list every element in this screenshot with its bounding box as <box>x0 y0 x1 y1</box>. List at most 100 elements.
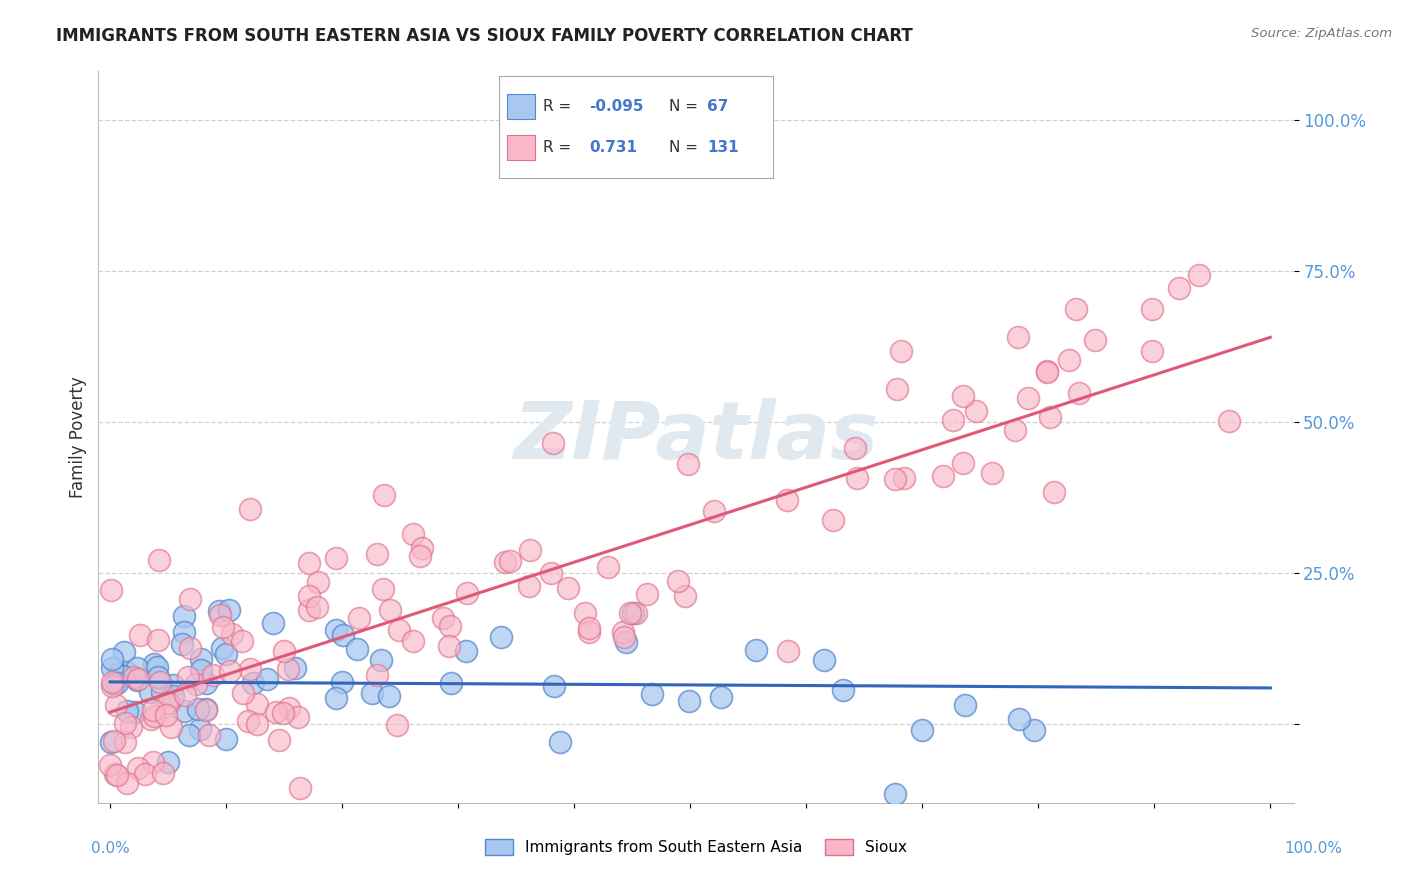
Point <box>98 757 121 772</box>
Point <box>246 716 269 731</box>
Point <box>813 653 835 667</box>
Point <box>1004 423 1026 437</box>
Point <box>134 767 156 781</box>
Point <box>540 566 562 580</box>
Point <box>745 642 768 657</box>
Point <box>150 684 173 698</box>
Point <box>1140 344 1163 359</box>
Point <box>890 343 912 358</box>
Point <box>884 787 907 801</box>
Point <box>208 607 231 622</box>
Point <box>886 382 908 396</box>
Point <box>1168 281 1191 295</box>
Point <box>194 676 217 690</box>
Point <box>100 651 122 665</box>
Point <box>129 628 152 642</box>
Point <box>179 640 201 655</box>
Text: 0.731: 0.731 <box>589 140 637 154</box>
Point <box>162 689 184 703</box>
Point <box>1140 301 1163 316</box>
Point <box>114 735 136 749</box>
Point <box>127 672 149 686</box>
Point <box>378 603 401 617</box>
Point <box>373 488 395 502</box>
Point <box>238 714 260 728</box>
Point <box>548 735 571 749</box>
Point <box>103 733 125 747</box>
FancyBboxPatch shape <box>508 135 534 161</box>
Point <box>148 670 170 684</box>
Point <box>884 472 907 486</box>
Point <box>596 560 619 574</box>
Point <box>911 723 934 738</box>
Point <box>277 662 299 676</box>
Point <box>179 592 201 607</box>
Point <box>305 599 328 614</box>
Point <box>332 628 354 642</box>
Point <box>273 644 295 658</box>
Point <box>619 606 641 620</box>
Point <box>893 471 915 485</box>
Point <box>221 627 243 641</box>
Point <box>541 435 564 450</box>
Point <box>190 663 212 677</box>
Point <box>388 624 411 638</box>
Point <box>346 642 368 657</box>
Point <box>142 657 165 671</box>
Point <box>212 620 235 634</box>
Point <box>157 755 180 769</box>
Point <box>494 555 516 569</box>
Point <box>246 697 269 711</box>
Text: -0.095: -0.095 <box>589 99 644 113</box>
Point <box>264 705 287 719</box>
Point <box>139 684 162 698</box>
Point <box>456 586 478 600</box>
Point <box>114 716 136 731</box>
Text: ZIPatlas: ZIPatlas <box>513 398 879 476</box>
Point <box>152 766 174 780</box>
Point <box>613 630 636 644</box>
Point <box>778 644 800 658</box>
Point <box>100 679 122 693</box>
Point <box>823 513 845 527</box>
Point <box>710 690 733 704</box>
Point <box>184 677 207 691</box>
Point <box>214 731 236 746</box>
Point <box>101 661 124 675</box>
Point <box>641 687 664 701</box>
Point <box>1043 485 1066 500</box>
Point <box>219 664 242 678</box>
Point <box>776 492 799 507</box>
Text: 100.0%: 100.0% <box>1285 841 1343 856</box>
Point <box>636 586 658 600</box>
Text: 0.0%: 0.0% <box>91 841 131 856</box>
Point <box>115 704 138 718</box>
Point <box>517 579 540 593</box>
Point <box>120 720 142 734</box>
Point <box>115 776 138 790</box>
Point <box>143 709 166 723</box>
Point <box>440 675 463 690</box>
Text: 131: 131 <box>707 140 740 154</box>
Point <box>195 702 218 716</box>
Point <box>1057 353 1080 368</box>
Point <box>101 808 124 822</box>
Point <box>666 574 689 589</box>
Point <box>612 624 634 639</box>
Point <box>432 611 454 625</box>
Point <box>239 662 262 676</box>
Point <box>1036 364 1059 378</box>
Point <box>173 624 195 639</box>
Text: IMMIGRANTS FROM SOUTH EASTERN ASIA VS SIOUX FAMILY POVERTY CORRELATION CHART: IMMIGRANTS FROM SOUTH EASTERN ASIA VS SI… <box>56 27 912 45</box>
Point <box>673 589 696 603</box>
Point <box>269 733 291 747</box>
Point <box>614 635 637 649</box>
Point <box>942 413 965 427</box>
Point <box>1218 413 1240 427</box>
Point <box>298 557 321 571</box>
Text: R =: R = <box>543 99 571 113</box>
Point <box>173 608 195 623</box>
Point <box>409 549 432 564</box>
Point <box>112 644 135 658</box>
Point <box>626 606 648 620</box>
